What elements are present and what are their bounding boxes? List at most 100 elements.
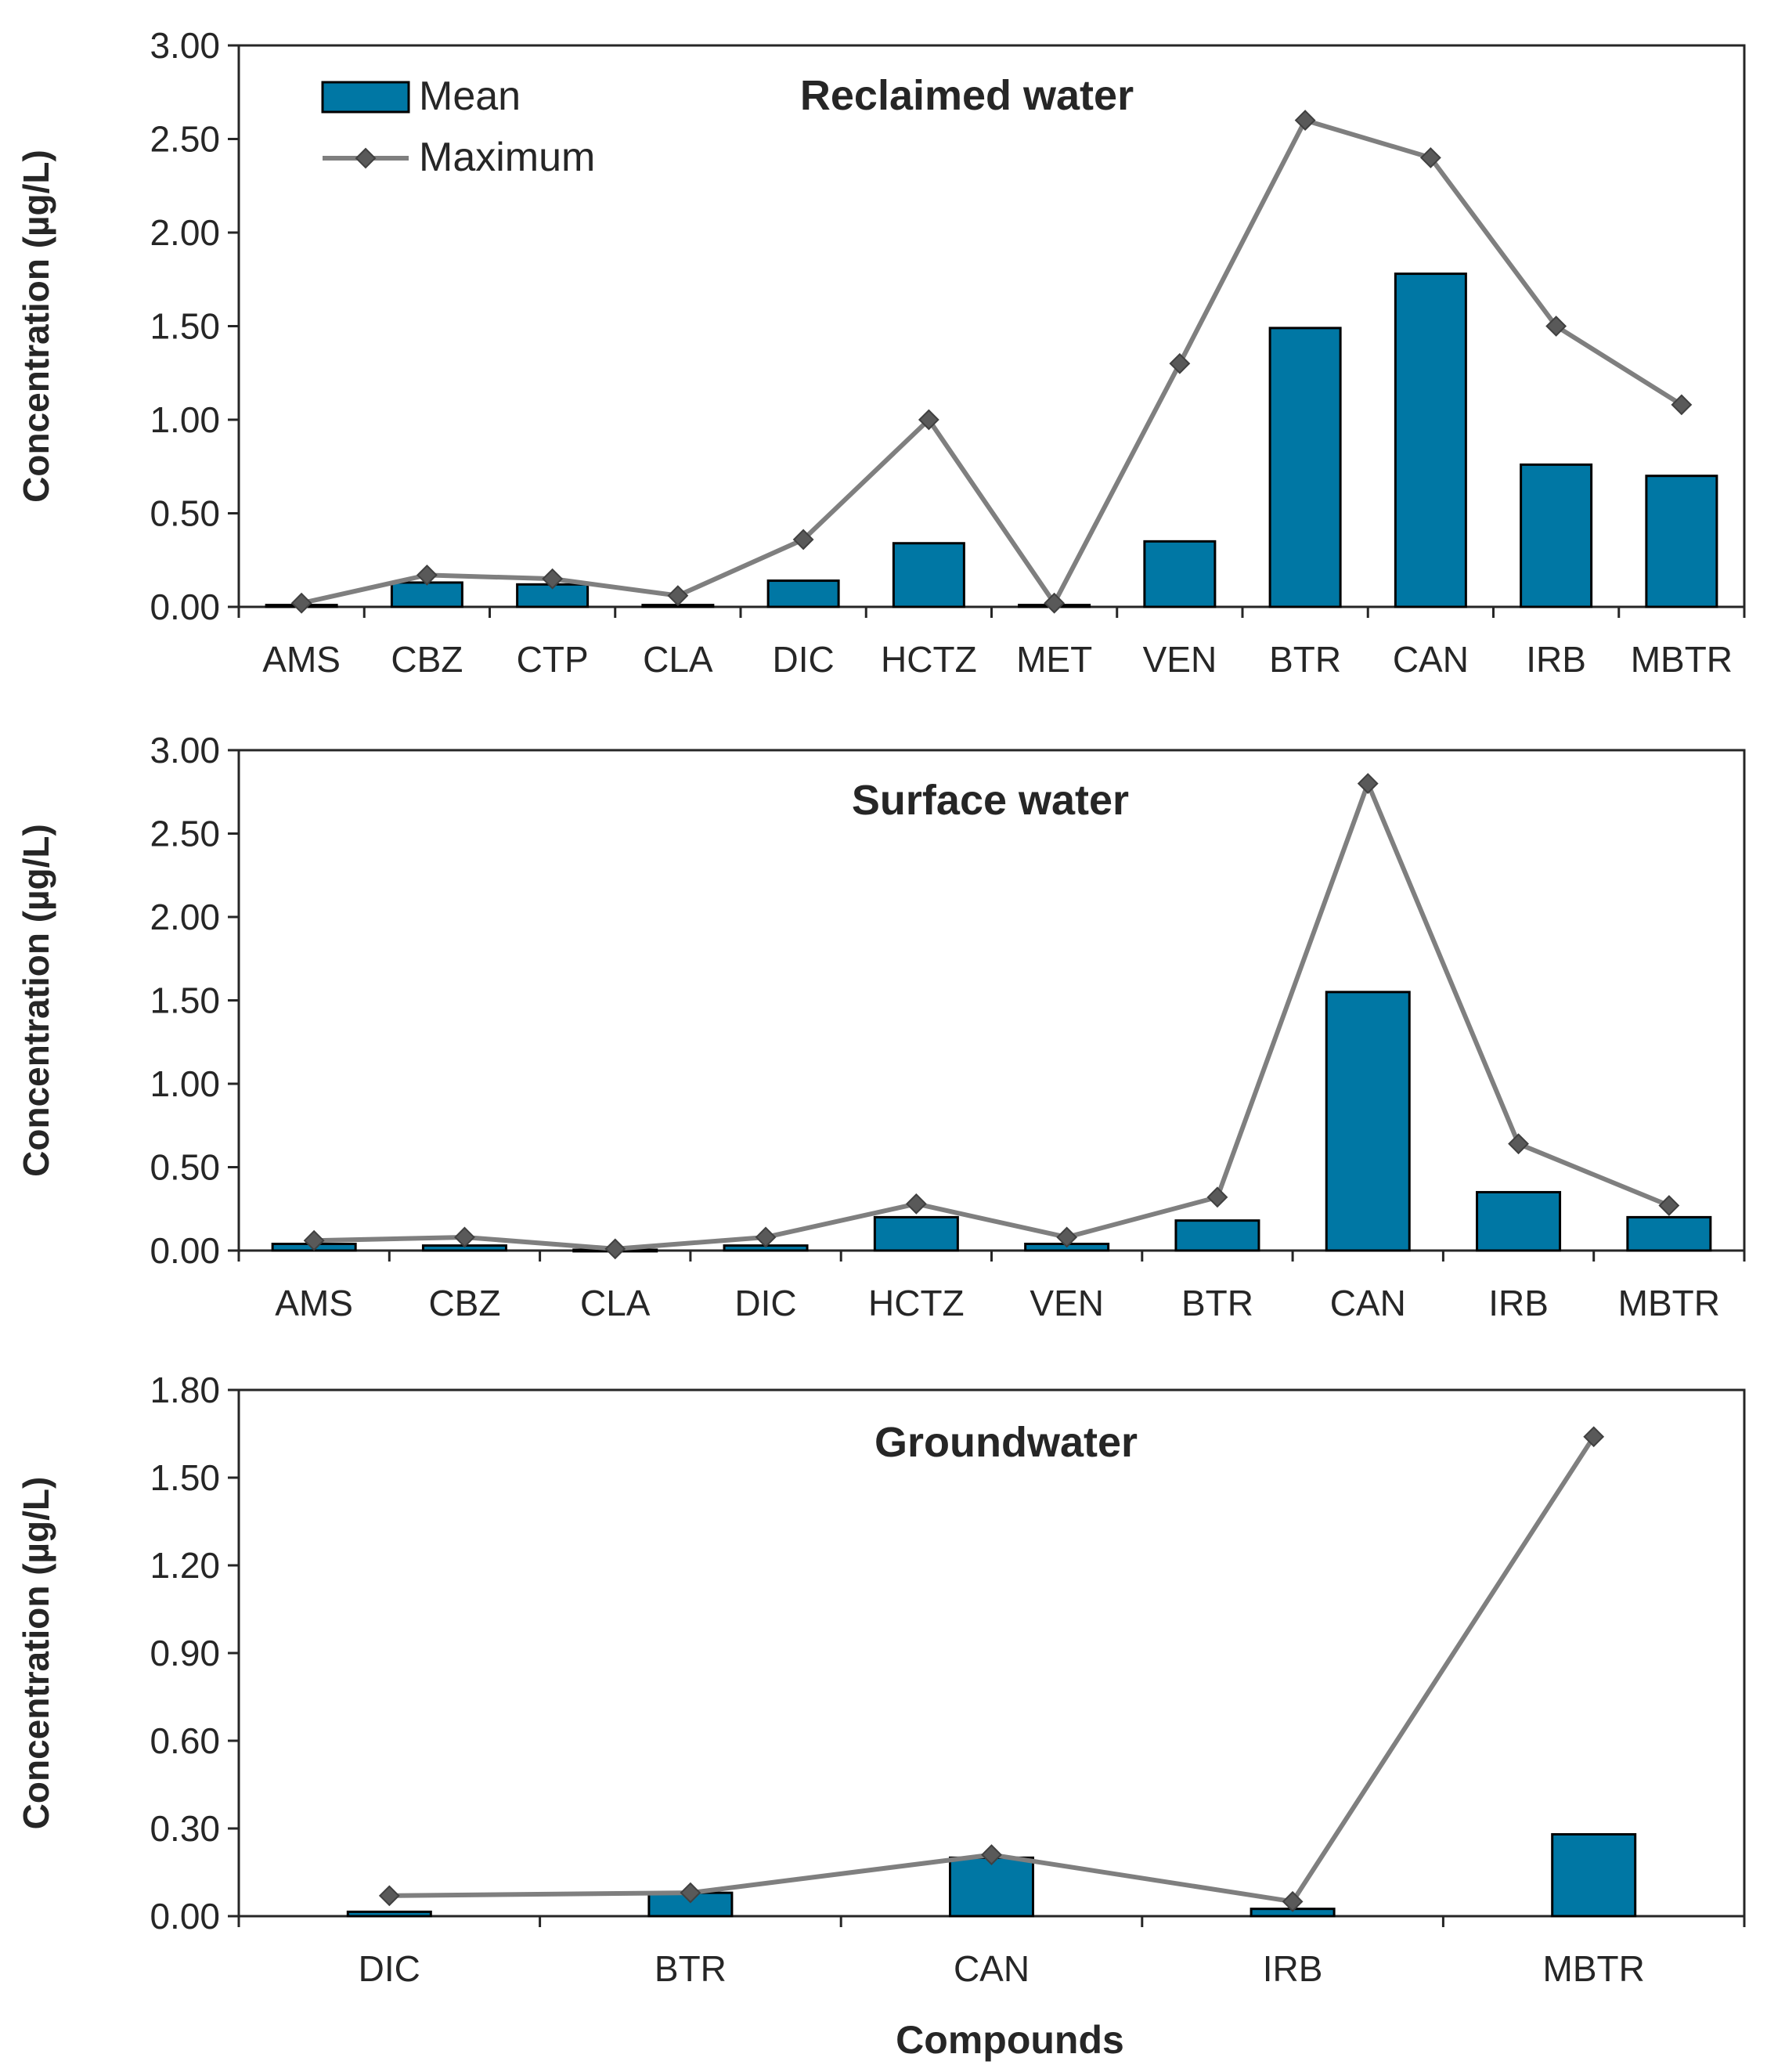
point-maximum-AMS xyxy=(290,592,312,614)
bar-mean-VEN xyxy=(1143,540,1217,608)
point-maximum-MET xyxy=(1044,592,1066,614)
bar-mean-MBTR xyxy=(1626,1215,1712,1252)
chart-panel-3: 0.00 0.30 0.60 0.90 1.20 1.50 1.80 DIC BTR CAN IRB… xyxy=(16,1370,1746,1989)
bar-mean-BTR xyxy=(1268,327,1342,608)
y-tick-label: 1.20 xyxy=(150,1545,220,1586)
x-axis-title: Compounds xyxy=(896,2018,1124,2062)
legend-mean-swatch xyxy=(321,81,410,114)
bar-mean-IRB xyxy=(1520,463,1593,608)
panel-title: Surface water xyxy=(852,777,1129,824)
legend-mean-label: Mean xyxy=(419,74,521,119)
y-tick-label: 0.50 xyxy=(150,493,220,534)
x-tick-label: CLA xyxy=(580,1283,651,1323)
y-tick-label: 1.50 xyxy=(150,980,220,1021)
y-tick-label: 0.30 xyxy=(150,1808,220,1849)
point-maximum-HCTZ xyxy=(905,1193,927,1215)
y-tick-label: 0.00 xyxy=(150,1230,220,1271)
y-axis-title: Concentration (µg/L) xyxy=(16,1477,56,1830)
line-maximum xyxy=(301,117,1683,606)
x-tick-label: IRB xyxy=(1526,639,1586,680)
panel-title: Groundwater xyxy=(874,1419,1138,1466)
x-tick-label: VEN xyxy=(1143,639,1217,680)
point-maximum-CTP xyxy=(542,568,564,590)
point-maximum-IRB xyxy=(1545,316,1567,337)
point-maximum-BTR xyxy=(680,1882,701,1904)
bar-mean-CAN xyxy=(949,1856,1034,1918)
line-maximum xyxy=(389,1435,1596,1904)
point-maximum-CBZ xyxy=(416,564,438,586)
point-maximum-CLA xyxy=(604,1238,626,1260)
x-tick-label: DIC xyxy=(734,1283,796,1323)
point-maximum-CAN xyxy=(1357,773,1379,795)
plot-frame xyxy=(237,1388,1746,1918)
y-axis-title: Concentration (µg/L) xyxy=(16,150,56,503)
bar-mean-IRB xyxy=(1476,1190,1562,1252)
point-maximum-DIC xyxy=(755,1226,777,1248)
y-tick-label: 3.00 xyxy=(150,25,220,66)
bar-mean-DIC xyxy=(766,579,840,608)
point-maximum-DIC xyxy=(378,1885,400,1907)
x-tick-label: IRB xyxy=(1263,1948,1323,1989)
x-tick-label: CAN xyxy=(1330,1283,1406,1323)
plot-frame xyxy=(237,749,1746,1252)
bar-mean-DIC xyxy=(346,1910,432,1918)
bar-mean-CBZ xyxy=(390,581,463,608)
x-tick-label: CTP xyxy=(517,639,589,680)
point-maximum-CAN xyxy=(1419,146,1441,168)
point-maximum-MBTR xyxy=(1658,1195,1680,1216)
legend: Mean Maximum xyxy=(321,74,595,180)
legend-max-label: Maximum xyxy=(419,135,595,180)
x-tick-label: MBTR xyxy=(1618,1283,1720,1323)
x-tick-label: CAN xyxy=(1393,639,1469,680)
x-tick-label: CBZ xyxy=(428,1283,500,1323)
legend-max-marker xyxy=(355,147,377,169)
y-tick-label: 0.50 xyxy=(150,1147,220,1188)
point-maximum-MBTR xyxy=(1671,394,1693,416)
point-maximum-AMS xyxy=(303,1229,325,1251)
chart-panel-1: 0.00 0.50 1.00 1.50 2.00 2.50 3.00 AMS CBZ CTP CLA… xyxy=(16,25,1746,680)
x-tick-label: AMS xyxy=(262,639,341,680)
bar-mean-CAN xyxy=(1394,273,1467,608)
bar-mean-HCTZ xyxy=(873,1215,959,1252)
y-tick-label: 0.90 xyxy=(150,1633,220,1673)
y-tick-label: 1.00 xyxy=(150,399,220,440)
x-tick-label: IRB xyxy=(1488,1283,1549,1323)
x-tick-label: MBTR xyxy=(1543,1948,1645,1989)
point-maximum-DIC xyxy=(792,529,814,550)
x-tick-label: VEN xyxy=(1030,1283,1104,1323)
y-axis-title: Concentration (µg/L) xyxy=(16,824,56,1177)
y-tick-label: 3.00 xyxy=(150,730,220,771)
bar-mean-BTR xyxy=(1174,1219,1260,1252)
panel-title: Reclaimed water xyxy=(800,72,1134,119)
y-tick-label: 1.50 xyxy=(150,306,220,347)
y-tick-label: 2.50 xyxy=(150,119,220,160)
x-tick-label: CLA xyxy=(643,639,713,680)
x-tick-label: CAN xyxy=(954,1948,1030,1989)
y-tick-label: 1.80 xyxy=(150,1370,220,1410)
point-maximum-HCTZ xyxy=(918,409,939,431)
y-tick-label: 0.60 xyxy=(150,1720,220,1761)
point-maximum-BTR xyxy=(1294,110,1316,132)
point-maximum-CLA xyxy=(667,585,689,607)
line-maximum xyxy=(314,781,1670,1251)
point-maximum-IRB xyxy=(1282,1890,1304,1912)
bar-mean-MBTR xyxy=(1551,1832,1637,1918)
point-maximum-VEN xyxy=(1056,1226,1078,1248)
x-tick-label: BTR xyxy=(1269,639,1341,680)
panels: 0.00 0.50 1.00 1.50 2.00 2.50 3.00 AMS CBZ CTP CLA… xyxy=(16,25,1746,1989)
point-maximum-IRB xyxy=(1508,1133,1529,1155)
point-maximum-MBTR xyxy=(1583,1426,1605,1448)
y-tick-label: 2.00 xyxy=(150,897,220,937)
x-tick-label: MBTR xyxy=(1631,639,1733,680)
plot-frame xyxy=(237,44,1746,608)
point-maximum-VEN xyxy=(1169,352,1191,374)
chart-panel-2: 0.00 0.50 1.00 1.50 2.00 2.50 3.00 AMS CBZ CLA DIC… xyxy=(16,730,1746,1323)
y-tick-label: 1.50 xyxy=(150,1457,220,1498)
bar-mean-HCTZ xyxy=(892,542,965,608)
x-tick-label: DIC xyxy=(773,639,835,680)
y-tick-label: 2.50 xyxy=(150,814,220,854)
bar-mean-MBTR xyxy=(1645,475,1718,608)
bar-mean-CAN xyxy=(1325,991,1411,1252)
y-tick-label: 0.00 xyxy=(150,1896,220,1937)
x-tick-label: DIC xyxy=(359,1948,420,1989)
